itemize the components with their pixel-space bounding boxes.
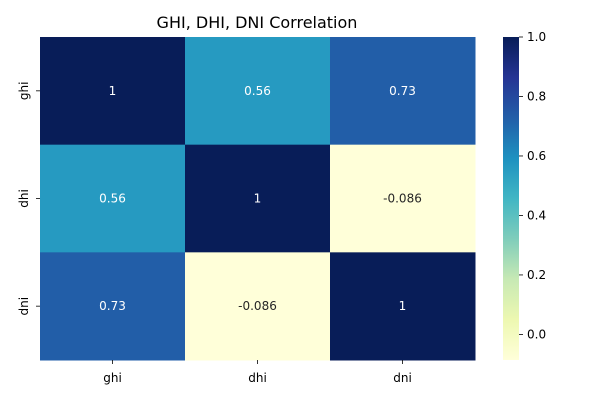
heatmap-cell-dni-ghi (40, 252, 186, 361)
heatmap-cell-dni-dni (330, 252, 476, 361)
colorbar-ticks: 0.0 0.2 0.4 0.6 0.8 1.0 (519, 30, 546, 341)
y-axis-ticks: ghi dhi dni (17, 82, 40, 316)
y-tick-label-ghi: ghi (17, 82, 31, 101)
colorbar-tick-label-1: 0.2 (527, 268, 546, 282)
heatmap-cell-dhi-ghi (40, 144, 186, 253)
cell-value-label-dni-dni: 1 (399, 299, 407, 313)
cell-value-label-ghi-dni: 0.73 (389, 84, 416, 98)
colorbar-tick-label-0: 0.0 (527, 327, 546, 341)
colorbar-tick-label-3: 0.6 (527, 149, 546, 163)
heatmap-cell-dni-dhi (185, 252, 331, 361)
colorbar-tick-label-4: 0.8 (527, 89, 546, 103)
heatmap-cell-ghi-dni (330, 37, 476, 146)
x-tick-label-dhi: dhi (248, 371, 267, 385)
x-axis-ticks: ghi dhi dni (103, 360, 412, 385)
cell-value-label-ghi-dhi: 0.56 (244, 84, 271, 98)
cell-value-label-dni-dhi: -0.086 (238, 299, 277, 313)
cell-value-label-dhi-dhi: 1 (254, 192, 262, 206)
cell-value-label-dhi-ghi: 0.56 (99, 192, 126, 206)
colorbar-tick-label-2: 0.4 (527, 208, 546, 222)
heatmap-cell-dhi-dhi (185, 144, 331, 253)
heatmap-cells: 1 0.56 0.73 0.56 1 -0.086 0.73 -0.086 1 (40, 37, 476, 361)
x-tick-label-ghi: ghi (103, 371, 122, 385)
y-tick-label-dni: dni (17, 297, 31, 316)
cell-value-label-dhi-dni: -0.086 (383, 192, 422, 206)
colorbar (503, 37, 519, 360)
x-tick-label-dni: dni (393, 371, 412, 385)
heatmap-cell-ghi-dhi (185, 37, 331, 146)
chart-title: GHI, DHI, DNI Correlation (157, 13, 358, 32)
colorbar-tick-label-5: 1.0 (527, 30, 546, 44)
heatmap-cell-ghi-ghi (40, 37, 186, 146)
heatmap-cell-dhi-dni (330, 144, 476, 253)
cell-value-label-dni-ghi: 0.73 (99, 299, 126, 313)
y-tick-label-dhi: dhi (17, 189, 31, 208)
cell-value-label-ghi-ghi: 1 (109, 84, 117, 98)
